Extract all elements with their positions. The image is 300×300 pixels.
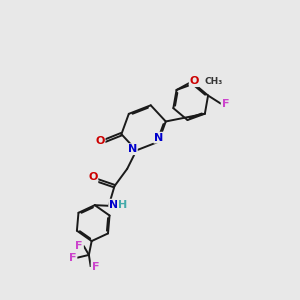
Text: N: N [109,200,119,210]
Text: N: N [154,133,164,142]
Text: N: N [128,144,137,154]
Text: F: F [75,241,83,251]
Text: F: F [69,253,76,263]
Text: O: O [95,136,105,146]
Text: O: O [88,172,98,182]
Text: H: H [118,200,127,210]
Text: CH₃: CH₃ [204,77,223,86]
Text: F: F [222,99,229,109]
Text: F: F [92,262,99,272]
Text: O: O [190,76,199,86]
